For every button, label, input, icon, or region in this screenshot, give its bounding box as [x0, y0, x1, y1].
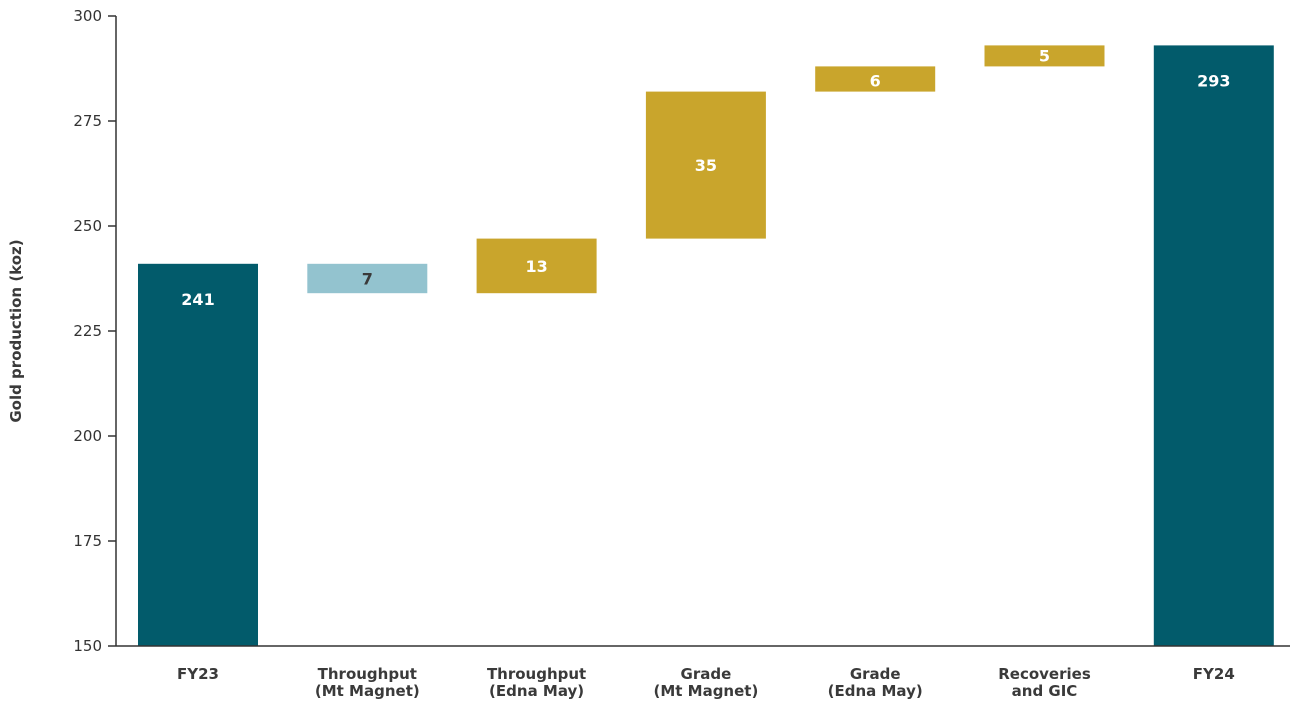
x-category-label: Grade (Edna May): [828, 665, 923, 700]
bar-decrease: [307, 263, 428, 294]
bar-value-label: 5: [1039, 46, 1050, 65]
bar-value-label: 241: [181, 290, 214, 309]
x-category-label: Throughput (Mt Magnet): [315, 665, 420, 700]
y-tick-label: 275: [73, 112, 102, 130]
x-category-label: Recoveries and GIC: [998, 665, 1091, 700]
bar-total: [138, 263, 258, 646]
y-axis-ticks: 150 175 200 225 250 275 300: [73, 7, 116, 655]
bar-value-label: 7: [362, 270, 373, 289]
y-tick-label: 225: [73, 322, 102, 340]
bar-increase: [476, 238, 597, 294]
y-tick-label: 150: [73, 637, 102, 655]
y-axis-title-group: Gold production (koz): [7, 239, 25, 422]
bar-value-label: 13: [525, 257, 547, 276]
y-tick-label: 200: [73, 427, 102, 445]
bars: [138, 45, 1274, 646]
y-tick-label: 300: [73, 7, 102, 25]
bar-increase: [815, 66, 936, 92]
bar-value-labels: 241 7 13 35 6 5 293: [181, 46, 1230, 308]
y-axis-title: Gold production (koz): [7, 239, 25, 422]
bar-increase: [645, 91, 766, 239]
y-tick-label: 250: [73, 217, 102, 235]
x-axis-category-labels: FY23 Throughput (Mt Magnet) Throughput (Edna…: [177, 665, 1235, 700]
y-tick-label: 175: [73, 532, 102, 550]
x-category-label: FY23: [177, 665, 219, 683]
x-category-label: FY24: [1193, 665, 1235, 683]
x-category-label: Throughput (Edna May): [487, 665, 586, 700]
bar-value-label: 35: [695, 156, 717, 175]
bar-increase: [984, 45, 1105, 67]
bar-value-label: 293: [1197, 71, 1230, 90]
x-category-label: Grade (Mt Magnet): [653, 665, 758, 700]
bar-total: [1153, 45, 1274, 646]
bar-value-label: 6: [870, 72, 881, 91]
